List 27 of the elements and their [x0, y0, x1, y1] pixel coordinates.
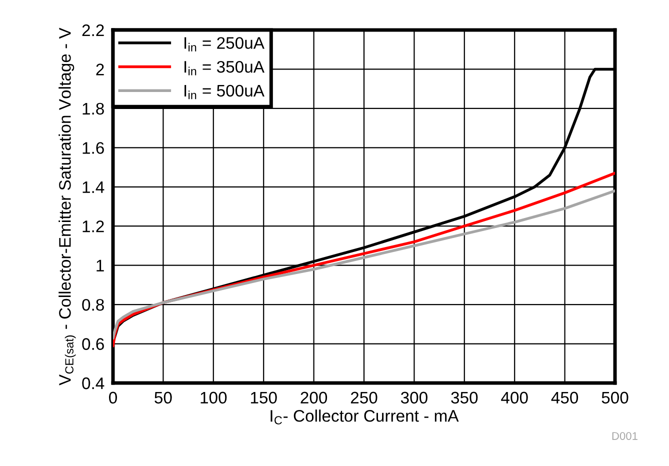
- x-tick-label: 50: [154, 392, 172, 404]
- y-tick-label: 1.6: [82, 142, 104, 154]
- x-tick-label: 100: [200, 392, 227, 404]
- legend-label: I$_{in}$ = 350uA: [184, 60, 264, 76]
- x-tick-label: 200: [300, 392, 328, 404]
- y-tick-label: 1: [96, 260, 104, 272]
- y-tick-label: 2.2: [82, 24, 104, 36]
- y-tick-label: 1.4: [82, 181, 104, 193]
- x-tick-label: 500: [602, 392, 628, 404]
- x-tick-label: 150: [250, 392, 277, 404]
- y-tick-label: 2: [96, 64, 104, 76]
- legend-label: I$_{in}$ = 500uA: [184, 84, 264, 100]
- legend-label: I$_{in}$ = 250uA: [184, 37, 264, 52]
- x-tick-label: 400: [501, 392, 528, 404]
- y-tick-label: 1.2: [82, 220, 104, 232]
- x-axis-title: I$_{C}$- Collector Current - mA: [270, 410, 459, 424]
- x-tick-label: 350: [451, 392, 478, 404]
- y-tick-label: 0.6: [82, 338, 104, 350]
- y-tick-label: 0.4: [82, 377, 104, 390]
- x-tick-label: 450: [551, 392, 578, 404]
- y-tick-label: 1.8: [82, 102, 104, 115]
- y-axis-title: V$_{CE(sat)}$ - Collector-Emitter Saturation Voltage - V: [58, 28, 76, 386]
- x-tick-label: 0: [109, 392, 117, 404]
- text: D001: [612, 432, 638, 440]
- y-tick-label: 0.8: [82, 298, 104, 311]
- x-tick-label: 300: [400, 392, 428, 404]
- x-tick-label: 250: [350, 392, 378, 404]
